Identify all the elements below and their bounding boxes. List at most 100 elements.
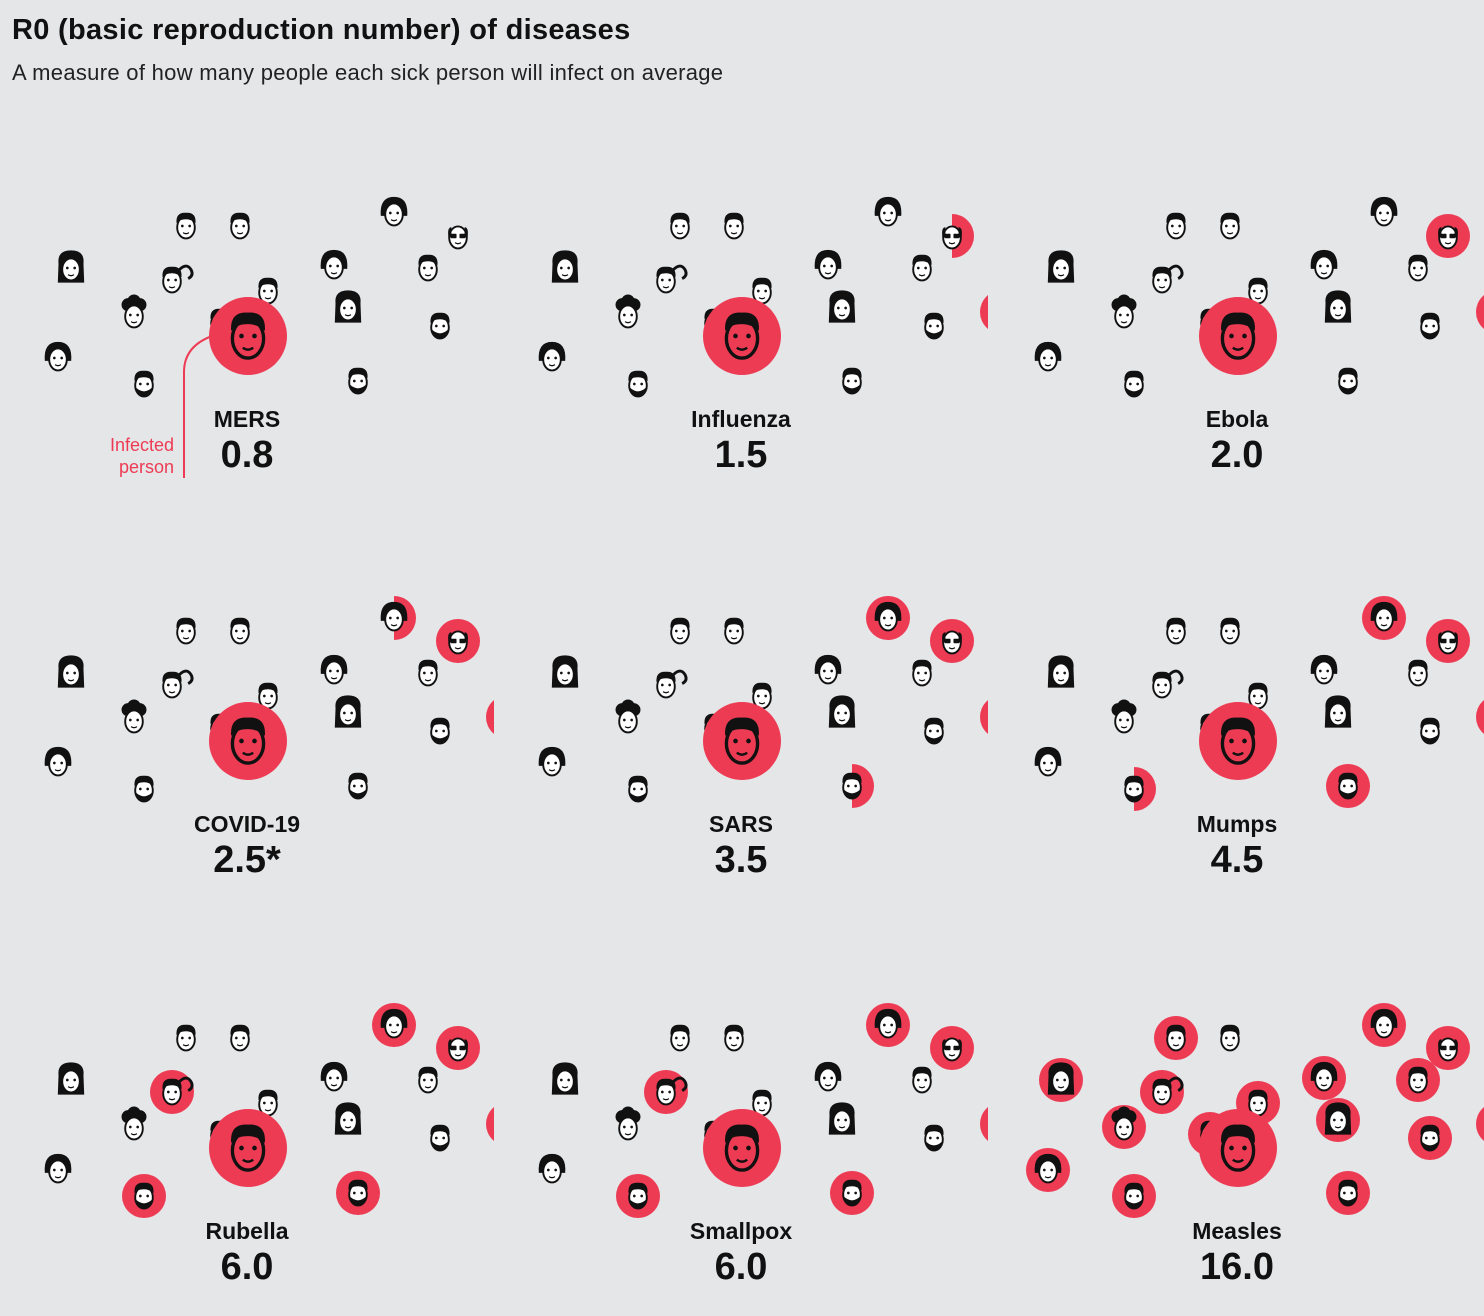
healthy-face [320,249,348,280]
infected-backdrop [1476,700,1484,734]
healthy-face [57,1062,85,1095]
face-glyph [1420,312,1440,340]
healthy-face [1220,617,1240,645]
face-glyph [942,225,962,250]
face-glyph [1438,225,1458,250]
infected-face [644,1070,688,1114]
face-glyph [380,196,408,227]
face-glyph [1166,617,1186,645]
faces-svg [538,196,988,398]
face-glyph [1047,655,1075,688]
healthy-face [121,699,147,734]
face-glyph [1220,1124,1256,1172]
healthy-face [44,746,72,777]
infected-backdrop [486,700,494,734]
healthy-face [1420,717,1440,745]
face-glyph [1408,1066,1428,1094]
r0-value: 4.5 [1210,839,1264,881]
face-glyph [1220,312,1256,360]
disease-name: Mumps [1196,811,1278,837]
healthy-face [418,254,438,282]
face-glyph [724,1124,760,1172]
callout-line-2: person [118,457,174,477]
infected-person [209,702,287,780]
partially-infected-face [1124,767,1156,811]
face-glyph [1220,212,1240,240]
infected-face [1154,1016,1198,1060]
face-glyph [1220,717,1256,765]
face-glyph [1047,1062,1075,1095]
face-glyph [1220,1024,1240,1052]
chart-subtitle: A measure of how many people each sick p… [12,60,724,85]
face-glyph [538,341,566,372]
infected-face [930,1026,974,1070]
infected-backdrop [1476,1107,1484,1141]
infected-face [1316,1098,1360,1142]
healthy-face [828,695,856,728]
face-glyph [134,1182,154,1210]
healthy-face [814,249,842,280]
face-glyph [842,772,862,800]
healthy-face [258,1089,278,1117]
healthy-face [615,294,641,329]
infected-face [980,295,988,329]
face-glyph [320,249,348,280]
healthy-face [724,1024,744,1052]
infected-face [1140,1070,1184,1114]
infected-face [866,1003,910,1047]
face-glyph [44,746,72,777]
healthy-face [1310,249,1338,280]
partially-infected-face [380,596,416,640]
healthy-face [828,290,856,323]
face-glyph [551,250,579,283]
face-glyph [842,1179,862,1207]
face-glyph [1152,1076,1184,1106]
face-glyph [230,312,266,360]
faces-svg [538,1003,988,1218]
faces-svg [44,596,494,803]
healthy-face [230,212,250,240]
face-glyph [1324,1102,1352,1135]
infected-face [1476,1107,1484,1141]
faces-svg [44,1003,494,1218]
healthy-face [670,617,690,645]
face-glyph [538,746,566,777]
face-glyph [430,312,450,340]
disease-panel: Measles 16.0 [990,912,1484,1316]
face-glyph [1370,601,1398,632]
healthy-face [348,367,368,395]
healthy-face [320,1061,348,1092]
healthy-face [551,1062,579,1095]
face-glyph [176,1024,196,1052]
healthy-face [121,294,147,329]
infected-face [486,1107,494,1141]
r0-value: 3.5 [714,839,768,881]
infected-face [930,619,974,663]
infected-face [122,1174,166,1218]
face-glyph [57,655,85,688]
healthy-face [430,312,450,340]
healthy-face [912,659,932,687]
face-glyph [874,196,902,227]
healthy-face [752,1089,772,1117]
healthy-face [538,746,566,777]
healthy-face [1152,669,1184,699]
face-glyph [874,601,902,632]
infected-backdrop [980,1107,988,1141]
face-glyph [1152,264,1184,294]
face-glyph [828,695,856,728]
face-glyph [1047,250,1075,283]
healthy-face [1166,212,1186,240]
healthy-face [828,1102,856,1135]
infected-face [1408,1116,1452,1160]
healthy-face [1408,254,1428,282]
healthy-face [1310,654,1338,685]
infected-person [703,297,781,375]
face-glyph [1034,746,1062,777]
healthy-face [924,717,944,745]
face-glyph [1034,341,1062,372]
face-glyph [924,312,944,340]
healthy-face [1324,290,1352,323]
healthy-face [1152,264,1184,294]
face-glyph [814,1061,842,1092]
